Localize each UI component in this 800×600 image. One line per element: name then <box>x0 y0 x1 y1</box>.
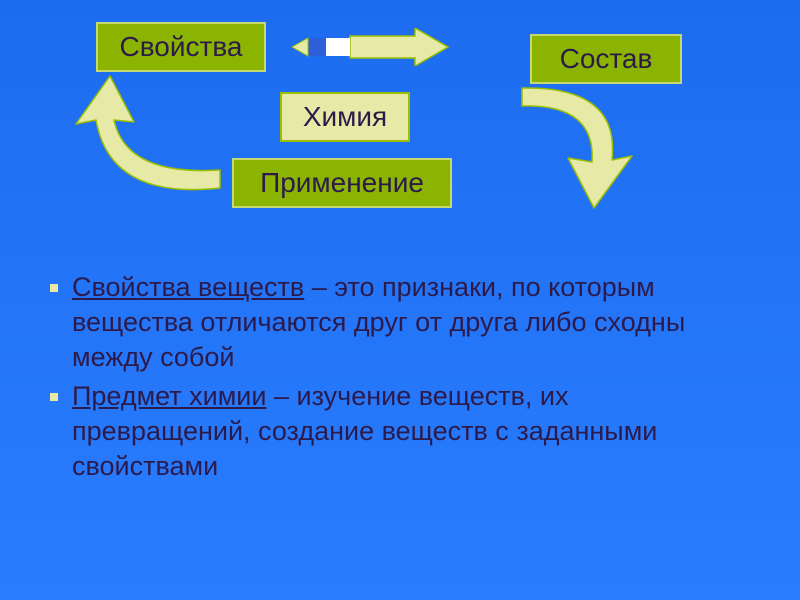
box-application-label: Применение <box>260 166 424 200</box>
box-chemistry: Химия <box>280 92 410 142</box>
box-composition: Состав <box>530 34 682 84</box>
pencil-arrow-icon <box>290 28 450 66</box>
term-properties: Свойства веществ <box>72 272 304 302</box>
box-composition-label: Состав <box>560 42 653 76</box>
box-properties-label: Свойства <box>120 30 243 64</box>
curved-arrow-right-icon <box>470 82 640 212</box>
bullet-text: Предмет химии – изучение веществ, их пре… <box>72 379 740 484</box>
definitions-text: Свойства веществ – это признаки, по кото… <box>72 270 740 489</box>
box-chemistry-label: Химия <box>303 100 387 134</box>
box-application: Применение <box>232 158 452 208</box>
bullet-row: Предмет химии – изучение веществ, их пре… <box>72 379 740 484</box>
curved-arrow-left-icon <box>70 70 230 200</box>
box-properties: Свойства <box>96 22 266 72</box>
bullet-icon <box>50 284 58 292</box>
bullet-text: Свойства веществ – это признаки, по кото… <box>72 270 740 375</box>
bullet-icon <box>50 393 58 401</box>
bullet-row: Свойства веществ – это признаки, по кото… <box>72 270 740 375</box>
term-subject: Предмет химии <box>72 381 266 411</box>
